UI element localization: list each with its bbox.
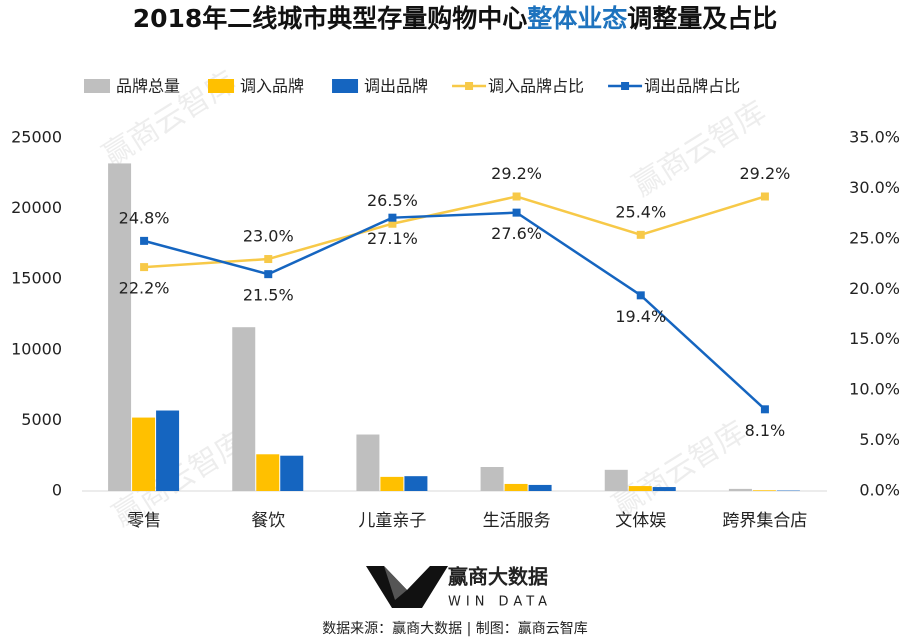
watermark: 赢商云智库 (627, 95, 773, 204)
line-marker (513, 192, 521, 200)
line-marker (140, 237, 148, 245)
line-marker (264, 255, 272, 263)
bar (380, 477, 403, 491)
source: 数据来源：赢商大数据 | 制图：赢商云智库 (322, 620, 588, 637)
data-label: 23.0% (243, 227, 294, 246)
data-label: 27.1% (367, 229, 418, 248)
data-label: 22.2% (119, 279, 170, 298)
y-tick-label: 15000 (11, 269, 62, 288)
title-segment: 调整量及占比 (627, 4, 777, 33)
bar (753, 490, 776, 491)
legend-label: 调入品牌 (240, 77, 304, 96)
legend-label: 调入品牌占比 (488, 77, 584, 96)
legend-label: 调出品牌 (364, 77, 428, 96)
y2-tick-label: 25.0% (849, 228, 900, 247)
bar (729, 489, 752, 491)
y2-tick-label: 0.0% (859, 481, 900, 500)
title-segment: 整体业态 (527, 4, 627, 33)
bar (505, 484, 528, 491)
bar (404, 476, 427, 491)
bar (356, 435, 379, 491)
y2-tick-label: 20.0% (849, 279, 900, 298)
bar (156, 411, 179, 491)
data-label: 29.2% (491, 164, 542, 183)
y2-tick-label: 30.0% (849, 178, 900, 197)
line-marker (761, 192, 769, 200)
logo-subtitle: WIN DATA (448, 595, 552, 610)
logo-name: 赢商大数据 (448, 565, 548, 589)
line-marker (513, 209, 521, 217)
bar (232, 327, 255, 491)
x-tick-label: 跨界集合店 (722, 511, 807, 531)
legend-label: 品牌总量 (116, 77, 180, 96)
line (144, 196, 765, 267)
y2-tick-label: 5.0% (859, 430, 900, 449)
line-marker (388, 214, 396, 222)
data-label: 19.4% (615, 307, 666, 326)
bar (280, 456, 303, 491)
y2-tick-label: 15.0% (849, 329, 900, 348)
y-tick-label: 20000 (11, 198, 62, 217)
y-tick-label: 5000 (21, 410, 62, 429)
data-label: 21.5% (243, 286, 294, 305)
bar (132, 418, 155, 491)
bar (481, 467, 504, 491)
line-marker (637, 231, 645, 239)
bar (629, 486, 652, 491)
bar (256, 454, 279, 491)
legend-label: 调出品牌占比 (644, 77, 740, 96)
chart-title: 2018年二线城市典型存量购物中心整体业态调整量及占比 (133, 4, 778, 33)
data-label: 24.8% (119, 208, 170, 227)
data-label: 29.2% (740, 164, 791, 183)
title-segment: 2018年二线城市典型存量购物中心 (133, 4, 528, 33)
watermark: 赢商云智库 (607, 415, 753, 524)
logo-mark (366, 566, 448, 608)
data-label: 26.5% (367, 191, 418, 210)
data-label: 25.4% (615, 202, 666, 221)
legend-swatch (332, 79, 358, 93)
data-label: 27.6% (491, 224, 542, 243)
x-tick-label: 儿童亲子 (358, 511, 426, 531)
legend-swatch (84, 79, 110, 93)
x-tick-label: 生活服务 (483, 511, 551, 531)
bar (529, 485, 552, 491)
line-marker (761, 405, 769, 413)
bar (605, 470, 628, 491)
line-marker (264, 270, 272, 278)
legend-swatch (465, 82, 473, 90)
x-tick-label: 餐饮 (251, 511, 285, 531)
bar (653, 487, 676, 491)
line-marker (140, 263, 148, 271)
y-tick-label: 0 (52, 481, 62, 500)
x-tick-label: 文体娱 (615, 511, 666, 531)
legend-swatch (621, 82, 629, 90)
data-label: 8.1% (745, 421, 786, 440)
y2-tick-label: 10.0% (849, 380, 900, 399)
x-tick-label: 零售 (127, 511, 161, 531)
y2-tick-label: 35.0% (849, 128, 900, 147)
line-marker (637, 291, 645, 299)
y-tick-label: 25000 (11, 128, 62, 147)
legend-swatch (208, 79, 234, 93)
y-tick-label: 10000 (11, 339, 62, 358)
